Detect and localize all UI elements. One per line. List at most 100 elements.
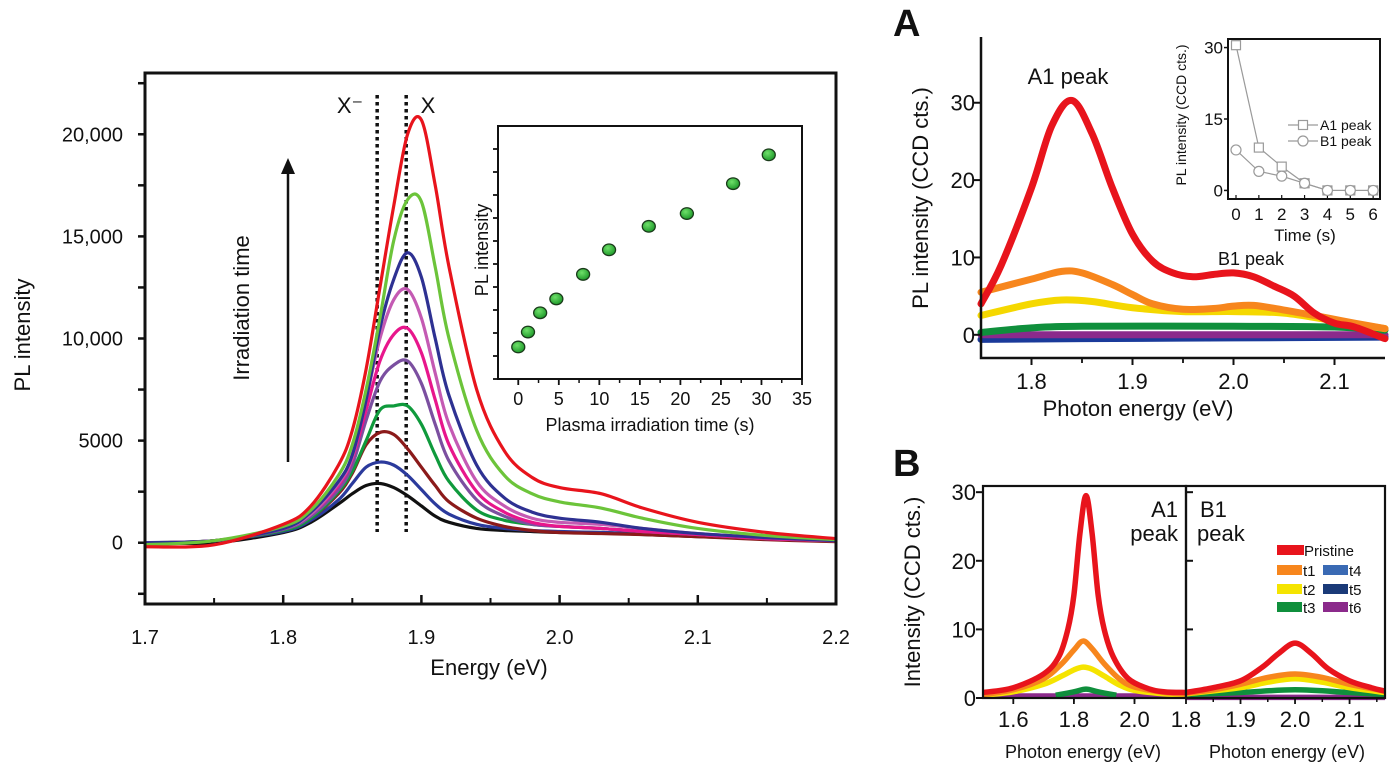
annotation-a1-peak: A1 peak (1028, 64, 1110, 89)
panel-a-inset-background (1228, 39, 1380, 199)
annotation-x-minus: X⁻ (337, 93, 363, 118)
inset-plot-frame (497, 125, 803, 380)
legend-swatch-t2 (1277, 584, 1302, 594)
inset-data-point (549, 292, 564, 306)
panel-b-x-tick-label: 1.8 (1059, 707, 1090, 732)
panel-b-x-tick-label: 2.0 (1280, 707, 1311, 732)
panel-b-a1-curve-1 (1055, 686, 1117, 698)
panel-a-inset-y-tick-label: 30 (1204, 39, 1223, 58)
annotation-b1-peak: B1 peak (1218, 249, 1285, 269)
panel-b-x-tick-label: 1.6 (998, 707, 1029, 732)
panel-b-b1-curve-1 (1185, 687, 1386, 698)
inset-x-tick-label: 10 (589, 389, 609, 409)
legend-swatch-t6 (1323, 602, 1348, 612)
panel-a-x-tick-label: 1.8 (1016, 369, 1047, 394)
panel-a-inset-marker (1253, 142, 1264, 153)
b1-peak-title-line1: B1 (1200, 497, 1227, 522)
legend-label-b1: B1 peak (1320, 133, 1372, 149)
y-tick-label: 0 (112, 533, 123, 555)
arrow-up-icon (281, 158, 295, 174)
panel-a-x-tick-label: 1.9 (1117, 369, 1148, 394)
panel-label-b: B (893, 443, 920, 485)
panel-a-inset-x-tick-label: 2 (1277, 205, 1286, 224)
legend-label-t6: t6 (1349, 600, 1362, 617)
inset-data-point (725, 177, 741, 191)
inset-data-point (575, 267, 591, 281)
panel-b-y-tick-label: 20 (952, 549, 976, 574)
panel-label-a: A (893, 3, 920, 45)
panel-b-y-axis-label: Intensity (CCD cts.) (900, 497, 925, 688)
y-tick-label: 20,000 (62, 124, 123, 146)
panel-a-inset-y-tick-label: 0 (1214, 181, 1223, 200)
panel-a-inset-x-tick-label: 1 (1254, 205, 1263, 224)
y-tick-label: 5000 (79, 431, 124, 453)
x-tick-label: 2.0 (546, 627, 574, 649)
x-tick-label: 2.1 (684, 627, 712, 649)
panel-b-a1-curve-4 (982, 492, 1187, 696)
panel-a-inset-marker (1367, 184, 1379, 197)
inset-y-axis-label: PL intensity (472, 204, 492, 296)
inset-data-point (533, 306, 548, 320)
spectrum-curve-3 (144, 251, 837, 545)
panel-a-inset-x-tick-label: 4 (1323, 205, 1332, 224)
inset-x-tick-label: 5 (554, 389, 564, 409)
panel-a-inset-x-tick-label: 6 (1368, 205, 1377, 224)
legend-label-t5: t5 (1349, 582, 1362, 599)
inset-x-tick-label: 35 (792, 389, 812, 409)
panel-a-inset-marker (1321, 184, 1334, 197)
panel-a-curve-5 (977, 96, 1389, 343)
x-tick-label: 1.9 (407, 627, 435, 649)
a1-peak-title-line2: peak (1130, 521, 1179, 546)
inset-x-tick-label: 20 (670, 389, 690, 409)
irradiation-time-label: Irradiation time (229, 235, 254, 381)
panel-b-y-tick-label: 10 (952, 617, 976, 642)
legend-swatch-pristine (1277, 545, 1304, 555)
panel-a-inset-y-axis-label: PL intensity (CCD cts.) (1173, 44, 1189, 185)
x-tick-label: 1.8 (269, 627, 297, 649)
panel-b-x-tick-label: 1.8 (1171, 707, 1202, 732)
panel-b-a1-curve-2 (982, 664, 1187, 698)
panel-b-x-tick-label: 2.1 (1334, 707, 1365, 732)
inset-data-point (679, 207, 695, 220)
x-tick-label: 2.2 (822, 627, 850, 649)
legend-swatch-t3 (1277, 602, 1302, 612)
inset-x-tick-label: 30 (751, 389, 771, 409)
panel-a-x-tick-label: 2.0 (1218, 369, 1249, 394)
panel-a-x-tick-label: 2.1 (1319, 369, 1350, 394)
inset-x-tick-label: 15 (630, 389, 650, 409)
circle-marker-icon (1297, 135, 1309, 147)
panel-a-y-axis-label: PL intensity (CCD cts.) (908, 87, 933, 309)
inset-x-axis-label: Plasma irradiation time (s) (545, 415, 754, 435)
panel-a-x-axis-label: Photon energy (eV) (1043, 396, 1234, 421)
panel-b-left-x-axis-label: Photon energy (eV) (1005, 742, 1161, 762)
panel-a-inset-marker (1344, 184, 1356, 197)
b1-peak-title-line2: peak (1197, 521, 1246, 546)
panel-a-inset-x-tick-label: 3 (1300, 205, 1309, 224)
panel-b-b1-curve-4 (1185, 640, 1386, 696)
panel-a-inset-x-axis-label: Time (s) (1274, 226, 1336, 245)
panel-a-inset-marker (1253, 165, 1265, 177)
panel-a-axes (979, 37, 1385, 360)
panel-a-inset-marker (1276, 161, 1287, 172)
legend-swatch-t4 (1323, 565, 1348, 575)
legend-label-pristine: Pristine (1304, 543, 1354, 560)
square-marker-icon (1297, 119, 1309, 131)
legend-label-t1: t1 (1303, 563, 1316, 580)
inset-data-point (511, 340, 526, 354)
legend-label-a1: A1 peak (1320, 117, 1372, 133)
inset-data-point (520, 325, 536, 339)
inset-data-point (761, 148, 776, 162)
inset-background (498, 126, 802, 379)
panel-a-y-tick-label: 0 (963, 323, 975, 348)
panel-a-y-tick-label: 10 (951, 245, 975, 270)
y-tick-label: 10,000 (62, 329, 123, 351)
inset-data-point (601, 243, 617, 257)
spectrum-curve-1 (144, 115, 837, 549)
panel-a-inset-marker (1276, 170, 1288, 182)
panel-a-inset-x-tick-label: 5 (1346, 205, 1355, 224)
spectrum-curve-2 (144, 192, 837, 547)
panel-a-inset-marker (1298, 177, 1311, 189)
inset-x-tick-label: 0 (513, 389, 523, 409)
panel-a-inset-y-tick-label: 15 (1204, 110, 1223, 129)
main-y-axis-label: PL intensity (10, 279, 35, 392)
